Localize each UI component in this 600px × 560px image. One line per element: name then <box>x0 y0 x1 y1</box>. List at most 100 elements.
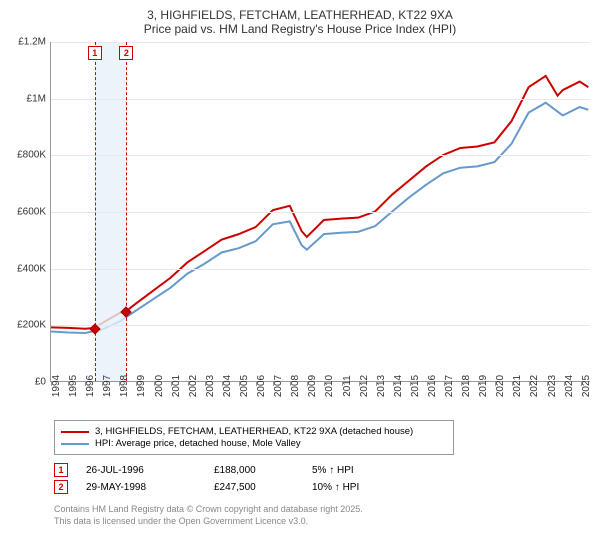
y-axis-label: £0 <box>35 377 46 388</box>
sale-marker-badge: 1 <box>88 46 102 60</box>
sales-row-1: 1 26-JUL-1996 £188,000 5% ↑ HPI <box>54 463 590 477</box>
legend-item-hpi: HPI: Average price, detached house, Mole… <box>61 438 447 449</box>
legend-label-2: HPI: Average price, detached house, Mole… <box>95 438 301 449</box>
x-axis-label: 2025 <box>581 375 592 397</box>
x-axis-tick <box>324 382 325 386</box>
title-line-2: Price paid vs. HM Land Registry's House … <box>10 22 590 36</box>
gridline-h <box>51 42 590 43</box>
sale-marker-badge-1: 1 <box>54 463 68 477</box>
x-axis-label: 2021 <box>512 375 523 397</box>
x-axis-tick <box>547 382 548 386</box>
x-axis-label: 2019 <box>478 375 489 397</box>
x-axis-tick <box>290 382 291 386</box>
sales-table: 1 26-JUL-1996 £188,000 5% ↑ HPI 2 29-MAY… <box>54 463 590 494</box>
x-axis-label: 2002 <box>188 375 199 397</box>
x-axis-label: 2017 <box>444 375 455 397</box>
x-axis-tick <box>359 382 360 386</box>
x-axis-tick <box>119 382 120 386</box>
x-axis-label: 2014 <box>393 375 404 397</box>
x-axis-label: 2006 <box>256 375 267 397</box>
x-axis-tick <box>427 382 428 386</box>
x-axis-label: 2001 <box>171 375 182 397</box>
gridline-h <box>51 155 590 156</box>
legend-label-1: 3, HIGHFIELDS, FETCHAM, LEATHERHEAD, KT2… <box>95 426 413 437</box>
x-axis-label: 2024 <box>564 375 575 397</box>
sale-marker-badge-2: 2 <box>54 480 68 494</box>
chart-container: 3, HIGHFIELDS, FETCHAM, LEATHERHEAD, KT2… <box>0 0 600 560</box>
legend-item-price-paid: 3, HIGHFIELDS, FETCHAM, LEATHERHEAD, KT2… <box>61 426 447 437</box>
y-axis-label: £1.2M <box>18 37 46 48</box>
x-axis-tick <box>564 382 565 386</box>
sale-delta-2: 10% ↑ HPI <box>312 482 392 493</box>
x-axis-tick <box>205 382 206 386</box>
gridline-h <box>51 269 590 270</box>
x-axis-tick <box>68 382 69 386</box>
x-axis-label: 2012 <box>359 375 370 397</box>
gridline-h <box>51 212 590 213</box>
x-axis-tick <box>478 382 479 386</box>
x-axis-tick <box>171 382 172 386</box>
chart-title: 3, HIGHFIELDS, FETCHAM, LEATHERHEAD, KT2… <box>10 8 590 36</box>
x-axis-label: 1998 <box>119 375 130 397</box>
y-axis-label: £1M <box>27 93 46 104</box>
x-axis-label: 2016 <box>427 375 438 397</box>
legend-swatch-1 <box>61 431 89 433</box>
x-axis-tick <box>529 382 530 386</box>
x-axis-tick <box>222 382 223 386</box>
plot-area: £0£200K£400K£600K£800K£1M£1.2M1994199519… <box>50 42 590 382</box>
sales-row-2: 2 29-MAY-1998 £247,500 10% ↑ HPI <box>54 480 590 494</box>
x-axis-tick <box>444 382 445 386</box>
x-axis-tick <box>273 382 274 386</box>
x-axis-label: 2018 <box>461 375 472 397</box>
x-axis-label: 2005 <box>239 375 250 397</box>
x-axis-label: 1997 <box>102 375 113 397</box>
x-axis-label: 1994 <box>51 375 62 397</box>
x-axis-tick <box>461 382 462 386</box>
y-axis-label: £200K <box>17 320 46 331</box>
x-axis-label: 2020 <box>495 375 506 397</box>
x-axis-label: 1999 <box>136 375 147 397</box>
gridline-h <box>51 99 590 100</box>
footnote-line-1: Contains HM Land Registry data © Crown c… <box>54 504 590 516</box>
title-line-1: 3, HIGHFIELDS, FETCHAM, LEATHERHEAD, KT2… <box>10 8 590 22</box>
x-axis-label: 2000 <box>154 375 165 397</box>
x-axis-label: 2010 <box>324 375 335 397</box>
x-axis-label: 2022 <box>529 375 540 397</box>
sale-date-1: 26-JUL-1996 <box>86 465 196 476</box>
y-axis-label: £400K <box>17 263 46 274</box>
x-axis-label: 2009 <box>307 375 318 397</box>
x-axis-tick <box>393 382 394 386</box>
sale-price-1: £188,000 <box>214 465 294 476</box>
x-axis-label: 2008 <box>290 375 301 397</box>
footnote: Contains HM Land Registry data © Crown c… <box>54 504 590 527</box>
legend: 3, HIGHFIELDS, FETCHAM, LEATHERHEAD, KT2… <box>54 420 454 455</box>
sale-date-2: 29-MAY-1998 <box>86 482 196 493</box>
x-axis-label: 2004 <box>222 375 233 397</box>
x-axis-tick <box>495 382 496 386</box>
x-axis-tick <box>342 382 343 386</box>
sale-marker-badge: 2 <box>119 46 133 60</box>
series-hpi <box>51 103 588 333</box>
y-axis-label: £800K <box>17 150 46 161</box>
gridline-h <box>51 325 590 326</box>
x-axis-tick <box>85 382 86 386</box>
x-axis-label: 2003 <box>205 375 216 397</box>
x-axis-label: 2015 <box>410 375 421 397</box>
x-axis-tick <box>307 382 308 386</box>
x-axis-tick <box>376 382 377 386</box>
x-axis-tick <box>136 382 137 386</box>
sale-delta-1: 5% ↑ HPI <box>312 465 392 476</box>
x-axis-tick <box>239 382 240 386</box>
footnote-line-2: This data is licensed under the Open Gov… <box>54 516 590 528</box>
series-price_paid <box>51 76 588 329</box>
y-axis-label: £600K <box>17 207 46 218</box>
x-axis-label: 2007 <box>273 375 284 397</box>
sale-marker-vline <box>126 42 127 381</box>
x-axis-tick <box>512 382 513 386</box>
legend-swatch-2 <box>61 443 89 445</box>
x-axis-label: 2013 <box>376 375 387 397</box>
x-axis-tick <box>154 382 155 386</box>
x-axis-tick <box>102 382 103 386</box>
x-axis-tick <box>581 382 582 386</box>
x-axis-label: 1995 <box>68 375 79 397</box>
